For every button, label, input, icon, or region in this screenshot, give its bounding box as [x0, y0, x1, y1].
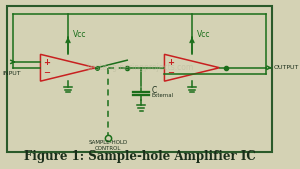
- Text: bestengineringprojects.com: bestengineringprojects.com: [86, 63, 193, 72]
- Text: +: +: [43, 58, 50, 67]
- Text: Figure 1: Sample-hole Amplifier IC: Figure 1: Sample-hole Amplifier IC: [24, 150, 256, 163]
- Text: OUTPUT: OUTPUT: [273, 65, 299, 70]
- Text: SAMPLE-HOLD
CONTROL: SAMPLE-HOLD CONTROL: [88, 140, 128, 151]
- Text: Vcc: Vcc: [197, 30, 211, 39]
- Text: +: +: [167, 58, 174, 67]
- Text: −: −: [43, 68, 50, 77]
- Text: External: External: [152, 93, 173, 98]
- Text: C: C: [152, 86, 157, 95]
- Text: INPUT: INPUT: [2, 71, 21, 76]
- Text: −: −: [167, 68, 174, 77]
- Text: Vcc: Vcc: [73, 30, 86, 39]
